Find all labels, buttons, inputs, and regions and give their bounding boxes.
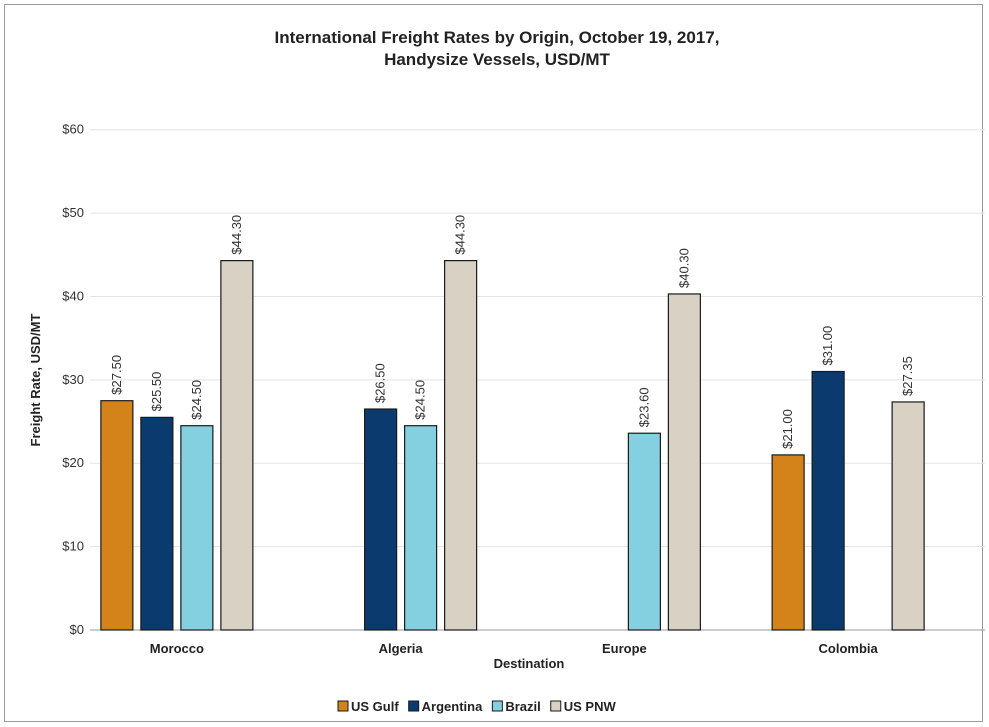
data-label: $24.50	[413, 380, 428, 420]
data-label: $25.50	[149, 372, 164, 412]
legend-swatch	[337, 700, 349, 712]
data-label: $44.30	[453, 215, 468, 255]
y-tick-label: $30	[62, 372, 84, 387]
data-labels: $27.50 $25.50 $24.50 $44.30 $26.50 $24.50 $44.…	[109, 215, 915, 449]
x-category-label: Algeria	[379, 641, 424, 656]
legend-label: Argentina	[422, 699, 483, 714]
data-label: $23.60	[636, 387, 651, 427]
legend-label: US Gulf	[351, 699, 399, 714]
x-axis: Morocco Algeria Europe Colombia	[150, 641, 879, 656]
y-tick-label: $60	[62, 122, 84, 137]
bar	[811, 370, 845, 631]
x-category-label: Morocco	[150, 641, 204, 656]
y-axis: $0 $10 $20 $30 $40 $50 $60	[62, 122, 84, 637]
data-label: $26.50	[373, 363, 388, 403]
legend: US Gulf Argentina Brazil US PNW	[337, 699, 617, 714]
legend-swatch	[491, 700, 503, 712]
bar	[140, 416, 174, 631]
data-label: $24.50	[189, 380, 204, 420]
y-tick-label: $0	[70, 622, 84, 637]
y-tick-label: $20	[62, 455, 84, 470]
bar	[364, 408, 398, 631]
data-label: $21.00	[780, 409, 795, 449]
bar	[627, 432, 661, 631]
bar	[100, 400, 134, 631]
bar	[180, 425, 214, 631]
bars	[100, 260, 925, 631]
legend-swatch	[408, 700, 420, 712]
data-label: $27.50	[109, 355, 124, 395]
legend-swatch	[550, 700, 562, 712]
data-label: $44.30	[229, 215, 244, 255]
bar	[444, 260, 478, 631]
data-label: $40.30	[676, 248, 691, 288]
x-category-label: Europe	[602, 641, 647, 656]
bar	[667, 293, 701, 631]
legend-label: Brazil	[505, 699, 540, 714]
bar	[404, 425, 438, 631]
y-axis-title: Freight Rate, USD/MT	[28, 313, 43, 446]
bar	[771, 454, 805, 631]
y-tick-label: $40	[62, 288, 84, 303]
chart-subtitle: Handysize Vessels, USD/MT	[384, 50, 610, 69]
bar	[220, 260, 254, 631]
y-tick-label: $10	[62, 539, 84, 554]
legend-label: US PNW	[564, 699, 617, 714]
chart-title: International Freight Rates by Origin, O…	[275, 28, 720, 47]
data-label: $27.35	[900, 356, 915, 396]
y-tick-label: $50	[62, 205, 84, 220]
bar	[891, 401, 925, 631]
data-label: $31.00	[820, 326, 835, 366]
x-category-label: Colombia	[819, 641, 879, 656]
x-axis-title: Destination	[494, 656, 565, 671]
